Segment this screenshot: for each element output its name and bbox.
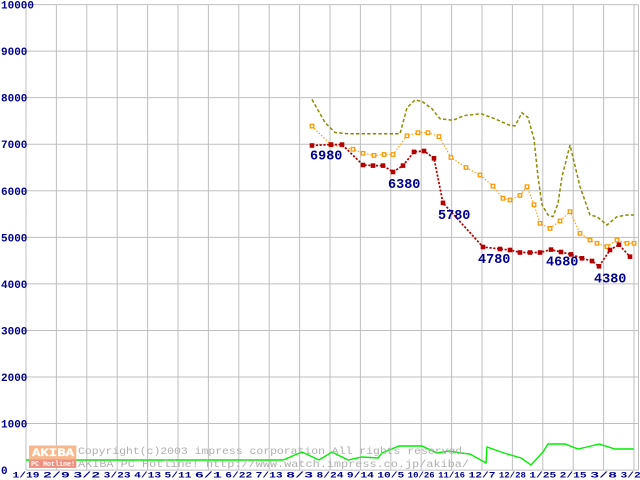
svg-text:4/13: 4/13 [134, 471, 161, 480]
svg-text:3/29: 3/29 [621, 471, 640, 480]
svg-text:Copyright(c)2003 impress corpo: Copyright(c)2003 impress corporation All… [78, 446, 469, 458]
svg-text:9/14: 9/14 [347, 471, 374, 480]
svg-text:4780: 4780 [478, 253, 510, 268]
svg-text:5/11: 5/11 [165, 471, 192, 480]
svg-text:2000: 2000 [1, 373, 27, 385]
svg-text:9000: 9000 [1, 47, 27, 59]
svg-text:PC Hotline!: PC Hotline! [31, 461, 75, 469]
svg-text:2/9: 2/9 [43, 471, 70, 480]
svg-text:3/2: 3/2 [73, 471, 100, 480]
svg-text:4000: 4000 [1, 280, 27, 292]
svg-text:6/22: 6/22 [225, 471, 252, 480]
svg-text:AKIBA PC Hotline! http://www: AKIBA PC Hotline! http://www.watch.impre… [78, 459, 469, 471]
svg-text:7000: 7000 [1, 140, 27, 152]
svg-text:12/7: 12/7 [469, 471, 496, 480]
svg-text:5000: 5000 [1, 233, 27, 245]
svg-text:6380: 6380 [388, 178, 420, 193]
svg-text:10000: 10000 [1, 1, 34, 13]
svg-text:8/24: 8/24 [317, 471, 344, 480]
svg-text:4680: 4680 [546, 256, 578, 271]
svg-text:8000: 8000 [1, 94, 27, 106]
svg-text:12/28: 12/28 [499, 471, 526, 480]
svg-text:3/8: 3/8 [590, 471, 617, 480]
svg-text:11/16: 11/16 [438, 471, 465, 480]
svg-text:AKIBA: AKIBA [32, 448, 74, 460]
svg-text:6000: 6000 [1, 187, 27, 199]
svg-text:7/13: 7/13 [256, 471, 283, 480]
svg-text:10/5: 10/5 [377, 471, 404, 480]
svg-text:1000: 1000 [1, 420, 27, 432]
svg-text:8/3: 8/3 [286, 471, 313, 480]
svg-text:1/19: 1/19 [13, 471, 40, 480]
svg-text:10/26: 10/26 [408, 471, 435, 480]
svg-text:6/1: 6/1 [195, 471, 222, 480]
svg-text:3000: 3000 [1, 326, 27, 338]
svg-text:6980: 6980 [310, 150, 342, 165]
svg-text:5780: 5780 [438, 209, 470, 224]
svg-text:2/15: 2/15 [560, 471, 587, 480]
svg-text:1/25: 1/25 [529, 471, 556, 480]
svg-text:0: 0 [1, 466, 8, 478]
svg-text:3/23: 3/23 [104, 471, 131, 480]
svg-text:4380: 4380 [594, 272, 626, 287]
